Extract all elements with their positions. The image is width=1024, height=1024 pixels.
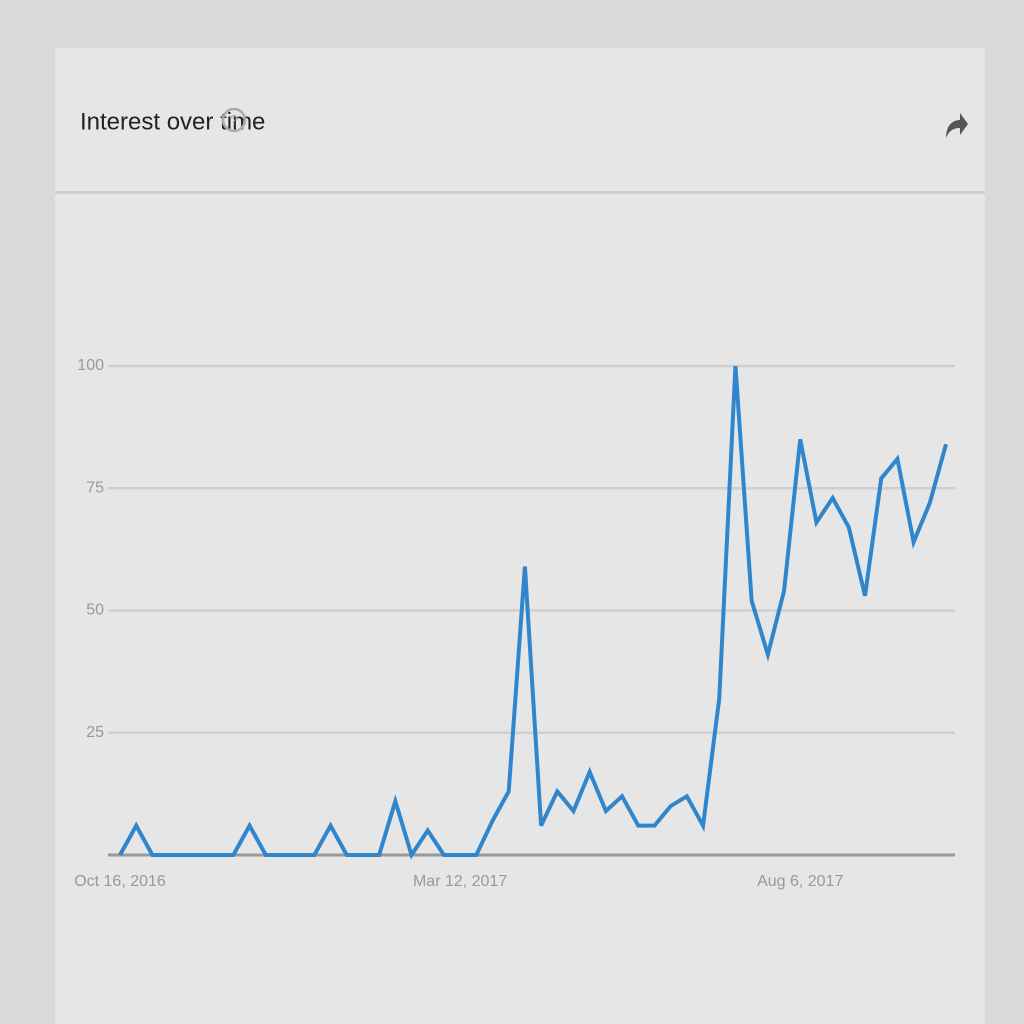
x-tick-label: Mar 12, 2017: [413, 873, 507, 890]
help-icon[interactable]: ?: [221, 107, 247, 133]
y-tick-label: 75: [86, 479, 104, 496]
x-tick-label: Oct 16, 2016: [74, 873, 166, 890]
share-icon[interactable]: [946, 113, 968, 138]
card: [55, 48, 985, 1024]
help-label: ?: [230, 112, 238, 128]
help-circle: [221, 107, 247, 133]
header-divider: [55, 191, 985, 194]
x-tick-label: Aug 6, 2017: [757, 873, 843, 890]
y-tick-label: 100: [77, 357, 104, 374]
y-tick-label: 50: [86, 602, 104, 619]
trend-line: [118, 365, 948, 860]
y-tick-label: 25: [86, 724, 104, 741]
